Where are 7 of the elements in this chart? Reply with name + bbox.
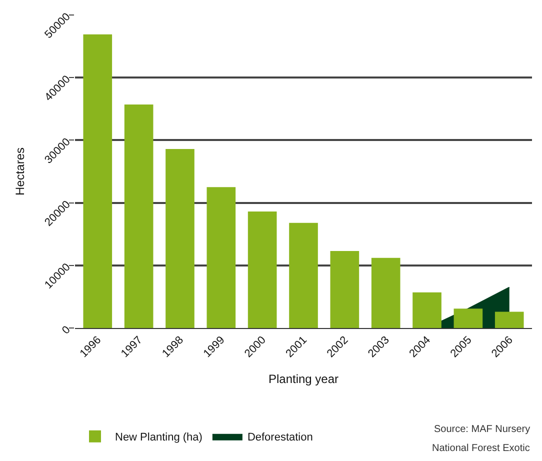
y-tick-label: 0: [60, 324, 73, 337]
legend-label: Deforestation: [247, 432, 313, 444]
source-note: Source: MAF Nursery: [434, 424, 530, 435]
text: National Forest Exotic: [432, 443, 530, 454]
y-axis-title: Hectares: [12, 147, 27, 196]
x-axis-title: Planting year: [268, 372, 339, 386]
legend-label: New Planting (ha): [115, 432, 202, 444]
